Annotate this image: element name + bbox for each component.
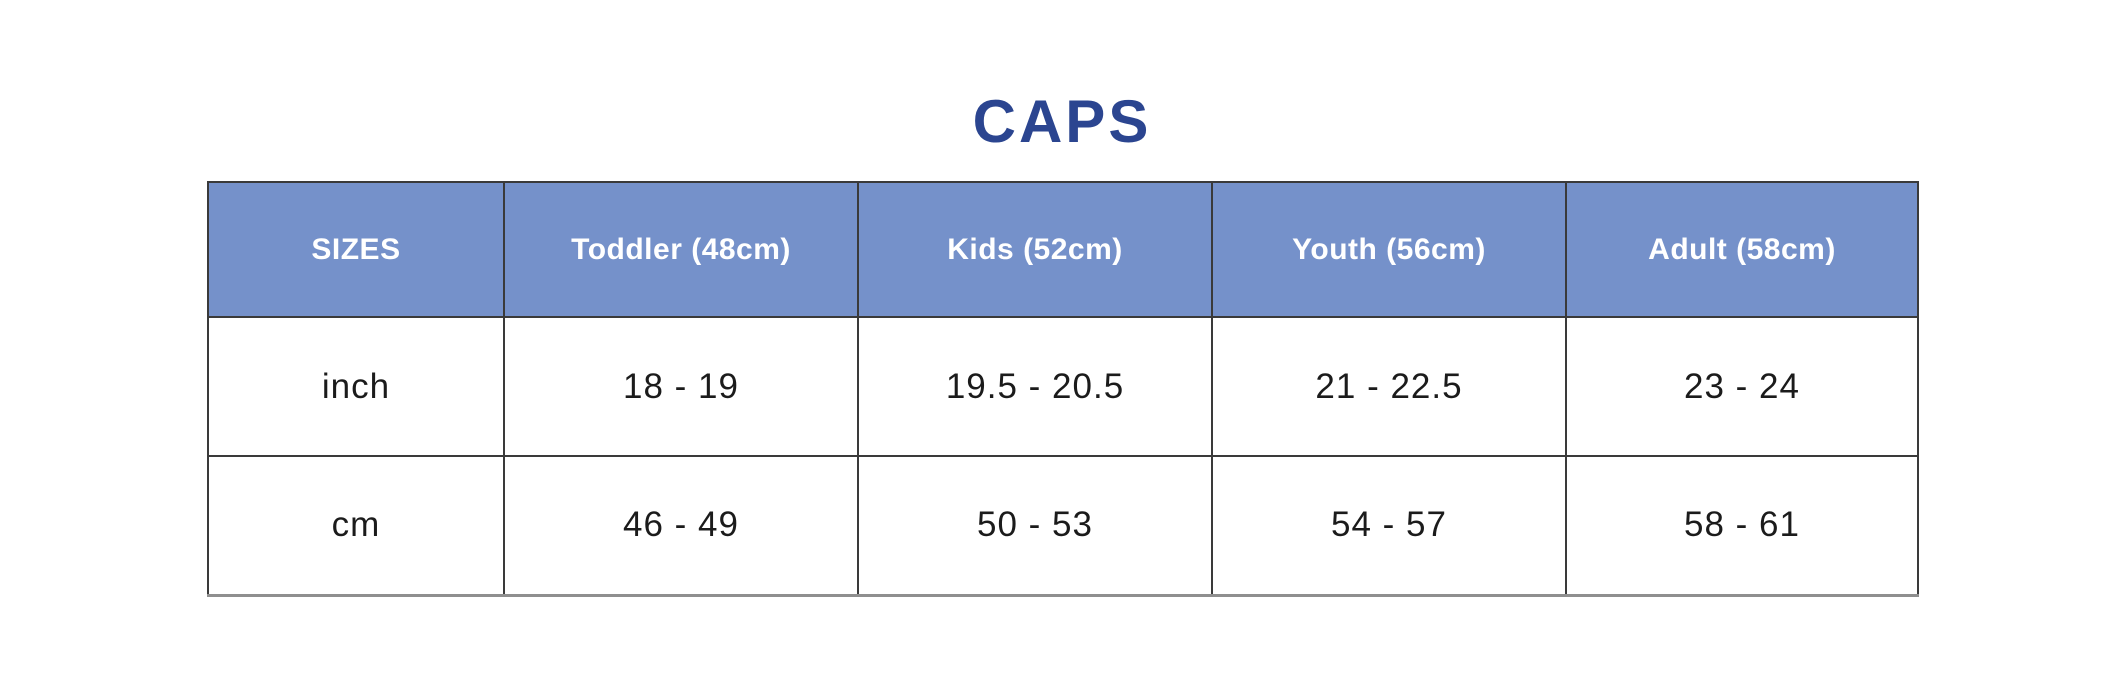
cell-cm-kids: 50 - 53	[857, 455, 1213, 597]
column-header-adult: Adult (58cm)	[1565, 181, 1919, 318]
page-title: CAPS	[972, 88, 1152, 155]
cell-inch-toddler: 18 - 19	[503, 316, 859, 457]
table-header-row: SIZES Toddler (48cm) Kids (52cm) Youth (…	[207, 181, 1919, 318]
column-header-youth: Youth (56cm)	[1211, 181, 1567, 318]
cell-inch-youth: 21 - 22.5	[1211, 316, 1567, 457]
cell-cm-adult: 58 - 61	[1565, 455, 1919, 597]
row-label-cm: cm	[207, 455, 505, 597]
column-header-sizes: SIZES	[207, 181, 505, 318]
table-row-inch: inch 18 - 19 19.5 - 20.5 21 - 22.5 23 - …	[207, 316, 1919, 457]
size-chart-table: SIZES Toddler (48cm) Kids (52cm) Youth (…	[207, 181, 1919, 597]
cell-cm-youth: 54 - 57	[1211, 455, 1567, 597]
row-label-inch: inch	[207, 316, 505, 457]
cell-cm-toddler: 46 - 49	[503, 455, 859, 597]
cell-inch-kids: 19.5 - 20.5	[857, 316, 1213, 457]
column-header-kids: Kids (52cm)	[857, 181, 1213, 318]
column-header-toddler: Toddler (48cm)	[503, 181, 859, 318]
cell-inch-adult: 23 - 24	[1565, 316, 1919, 457]
table-row-cm: cm 46 - 49 50 - 53 54 - 57 58 - 61	[207, 455, 1919, 597]
